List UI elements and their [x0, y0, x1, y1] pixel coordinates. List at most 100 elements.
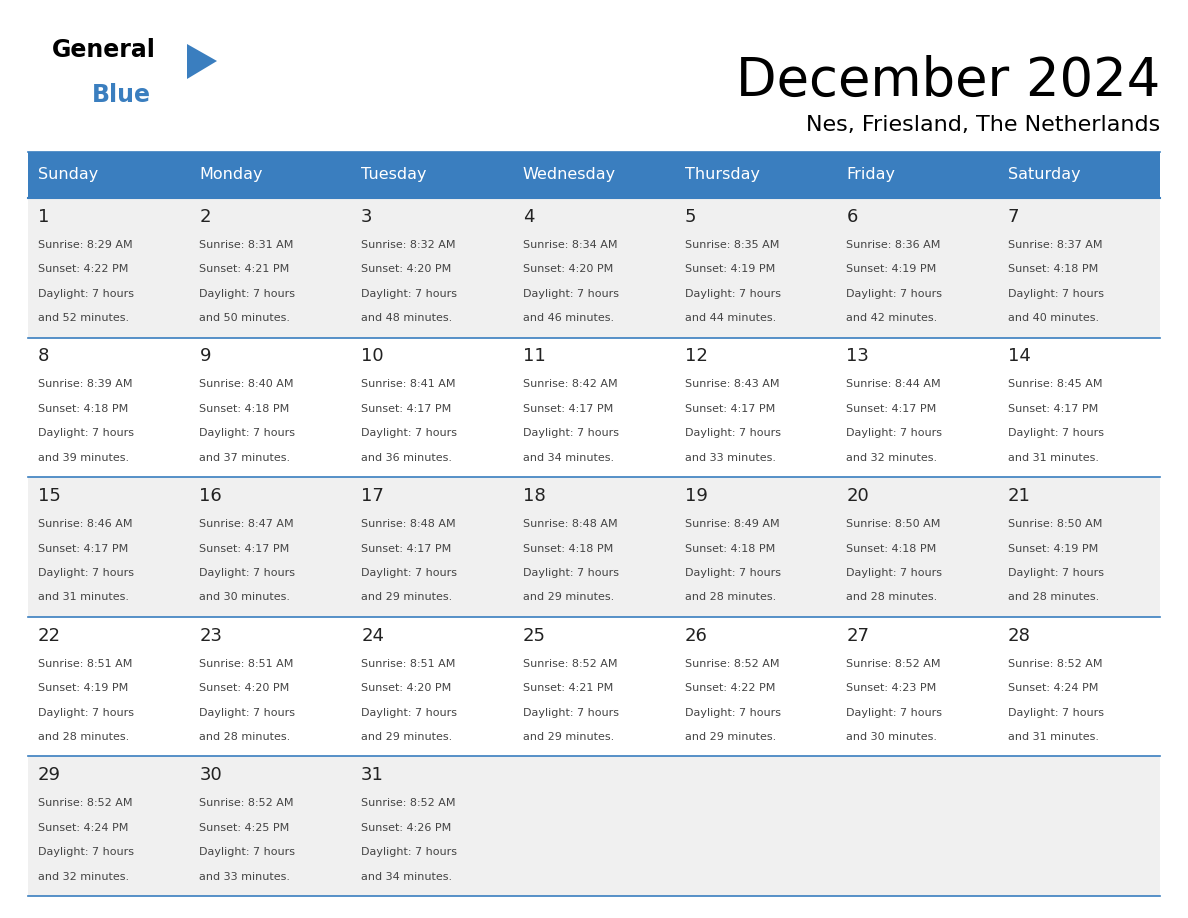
- Bar: [29, 617, 190, 756]
- Text: Sunset: 4:21 PM: Sunset: 4:21 PM: [523, 683, 613, 693]
- Text: 3: 3: [361, 207, 373, 226]
- Bar: [998, 198, 1159, 338]
- Text: Daylight: 7 hours: Daylight: 7 hours: [1007, 708, 1104, 718]
- Text: and 46 minutes.: and 46 minutes.: [523, 313, 614, 323]
- Text: 1: 1: [38, 207, 49, 226]
- Text: and 28 minutes.: and 28 minutes.: [1007, 592, 1099, 602]
- Polygon shape: [187, 44, 217, 79]
- Text: Sunset: 4:18 PM: Sunset: 4:18 PM: [38, 404, 128, 414]
- Bar: [675, 152, 836, 198]
- Text: Daylight: 7 hours: Daylight: 7 hours: [684, 568, 781, 578]
- Text: Saturday: Saturday: [1007, 167, 1081, 183]
- Text: and 52 minutes.: and 52 minutes.: [38, 313, 128, 323]
- Bar: [836, 756, 998, 896]
- Bar: [998, 756, 1159, 896]
- Text: 17: 17: [361, 487, 384, 505]
- Text: Sunrise: 8:40 AM: Sunrise: 8:40 AM: [200, 379, 293, 389]
- Text: Sunset: 4:17 PM: Sunset: 4:17 PM: [200, 543, 290, 554]
- Bar: [352, 756, 513, 896]
- Text: Daylight: 7 hours: Daylight: 7 hours: [38, 568, 134, 578]
- Text: Sunset: 4:20 PM: Sunset: 4:20 PM: [361, 683, 451, 693]
- Text: Sunrise: 8:51 AM: Sunrise: 8:51 AM: [200, 659, 293, 668]
- Text: Sunrise: 8:31 AM: Sunrise: 8:31 AM: [200, 240, 293, 250]
- Text: Sunrise: 8:39 AM: Sunrise: 8:39 AM: [38, 379, 132, 389]
- Text: and 28 minutes.: and 28 minutes.: [38, 732, 129, 742]
- Text: 10: 10: [361, 347, 384, 365]
- Text: Sunset: 4:17 PM: Sunset: 4:17 PM: [361, 543, 451, 554]
- Text: Sunset: 4:18 PM: Sunset: 4:18 PM: [1007, 264, 1098, 274]
- Text: and 28 minutes.: and 28 minutes.: [200, 732, 291, 742]
- Bar: [836, 198, 998, 338]
- Text: 19: 19: [684, 487, 707, 505]
- Text: Daylight: 7 hours: Daylight: 7 hours: [361, 847, 457, 857]
- Text: Sunrise: 8:45 AM: Sunrise: 8:45 AM: [1007, 379, 1102, 389]
- Text: 9: 9: [200, 347, 211, 365]
- Text: and 40 minutes.: and 40 minutes.: [1007, 313, 1099, 323]
- Text: and 44 minutes.: and 44 minutes.: [684, 313, 776, 323]
- Text: 16: 16: [200, 487, 222, 505]
- Text: and 34 minutes.: and 34 minutes.: [523, 453, 614, 463]
- Text: Sunset: 4:19 PM: Sunset: 4:19 PM: [1007, 543, 1098, 554]
- Text: and 48 minutes.: and 48 minutes.: [361, 313, 453, 323]
- Text: 5: 5: [684, 207, 696, 226]
- Text: Daylight: 7 hours: Daylight: 7 hours: [361, 568, 457, 578]
- Text: Sunrise: 8:43 AM: Sunrise: 8:43 AM: [684, 379, 779, 389]
- Text: Sunrise: 8:52 AM: Sunrise: 8:52 AM: [38, 799, 132, 808]
- Text: 18: 18: [523, 487, 545, 505]
- Bar: [675, 198, 836, 338]
- Text: and 28 minutes.: and 28 minutes.: [684, 592, 776, 602]
- Bar: [29, 338, 190, 477]
- Bar: [513, 477, 675, 617]
- Bar: [352, 338, 513, 477]
- Text: Daylight: 7 hours: Daylight: 7 hours: [846, 708, 942, 718]
- Text: 28: 28: [1007, 627, 1031, 644]
- Text: Daylight: 7 hours: Daylight: 7 hours: [361, 708, 457, 718]
- Bar: [836, 617, 998, 756]
- Bar: [513, 756, 675, 896]
- Text: Daylight: 7 hours: Daylight: 7 hours: [200, 708, 296, 718]
- Text: Sunrise: 8:41 AM: Sunrise: 8:41 AM: [361, 379, 456, 389]
- Text: 6: 6: [846, 207, 858, 226]
- Text: 7: 7: [1007, 207, 1019, 226]
- Bar: [190, 617, 352, 756]
- Text: Monday: Monday: [200, 167, 263, 183]
- Text: and 29 minutes.: and 29 minutes.: [684, 732, 776, 742]
- Bar: [998, 338, 1159, 477]
- Bar: [190, 338, 352, 477]
- Text: Sunset: 4:19 PM: Sunset: 4:19 PM: [846, 264, 936, 274]
- Text: Daylight: 7 hours: Daylight: 7 hours: [200, 429, 296, 438]
- Text: Sunrise: 8:52 AM: Sunrise: 8:52 AM: [361, 799, 456, 808]
- Text: Wednesday: Wednesday: [523, 167, 615, 183]
- Text: and 33 minutes.: and 33 minutes.: [200, 871, 290, 881]
- Bar: [836, 338, 998, 477]
- Bar: [29, 152, 190, 198]
- Text: and 29 minutes.: and 29 minutes.: [523, 592, 614, 602]
- Bar: [352, 477, 513, 617]
- Text: Sunrise: 8:51 AM: Sunrise: 8:51 AM: [361, 659, 455, 668]
- Text: Daylight: 7 hours: Daylight: 7 hours: [38, 429, 134, 438]
- Bar: [513, 338, 675, 477]
- Bar: [675, 756, 836, 896]
- Text: General: General: [52, 38, 156, 62]
- Text: 20: 20: [846, 487, 870, 505]
- Text: Sunrise: 8:52 AM: Sunrise: 8:52 AM: [1007, 659, 1102, 668]
- Text: Daylight: 7 hours: Daylight: 7 hours: [846, 568, 942, 578]
- Text: Sunset: 4:17 PM: Sunset: 4:17 PM: [1007, 404, 1098, 414]
- Text: Sunrise: 8:52 AM: Sunrise: 8:52 AM: [523, 659, 618, 668]
- Text: and 34 minutes.: and 34 minutes.: [361, 871, 453, 881]
- Text: Sunset: 4:26 PM: Sunset: 4:26 PM: [361, 823, 451, 833]
- Text: Sunrise: 8:34 AM: Sunrise: 8:34 AM: [523, 240, 618, 250]
- Text: Friday: Friday: [846, 167, 896, 183]
- Text: Sunrise: 8:52 AM: Sunrise: 8:52 AM: [684, 659, 779, 668]
- Text: 24: 24: [361, 627, 384, 644]
- Text: Tuesday: Tuesday: [361, 167, 426, 183]
- Text: Nes, Friesland, The Netherlands: Nes, Friesland, The Netherlands: [805, 115, 1159, 135]
- Text: Daylight: 7 hours: Daylight: 7 hours: [200, 568, 296, 578]
- Text: and 30 minutes.: and 30 minutes.: [200, 592, 290, 602]
- Text: Sunrise: 8:48 AM: Sunrise: 8:48 AM: [523, 519, 618, 529]
- Text: Sunset: 4:18 PM: Sunset: 4:18 PM: [684, 543, 775, 554]
- Text: Daylight: 7 hours: Daylight: 7 hours: [361, 289, 457, 298]
- Text: Sunset: 4:21 PM: Sunset: 4:21 PM: [200, 264, 290, 274]
- Text: Sunrise: 8:42 AM: Sunrise: 8:42 AM: [523, 379, 618, 389]
- Text: 31: 31: [361, 767, 384, 784]
